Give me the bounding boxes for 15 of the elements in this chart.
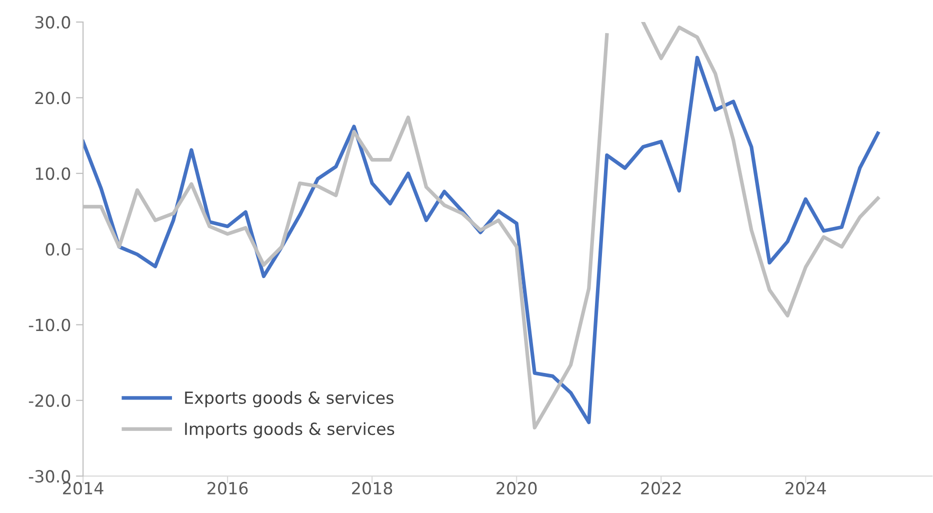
x-tick-label: 2020 [496,482,537,495]
y-tick-label: 0.0 [46,243,70,256]
x-tick-label: 2018 [352,482,392,495]
y-tick-label: 10.0 [36,167,70,180]
legend-label: Imports goods & services [185,422,394,438]
y-tick-label: -30.0 [28,470,70,483]
x-tick-label: 2022 [641,482,681,495]
x-tick-label: 2016 [208,482,248,495]
y-tick-label: 20.0 [35,92,70,104]
x-tick-label: 2024 [786,482,826,495]
y-tick-label: -20.0 [28,394,70,407]
y-tick-label: 30.0 [35,16,70,29]
x-tick-label: 2014 [63,482,104,495]
y-tick-label: -10.0 [28,318,70,332]
legend-label: Exports goods & services [185,391,394,408]
